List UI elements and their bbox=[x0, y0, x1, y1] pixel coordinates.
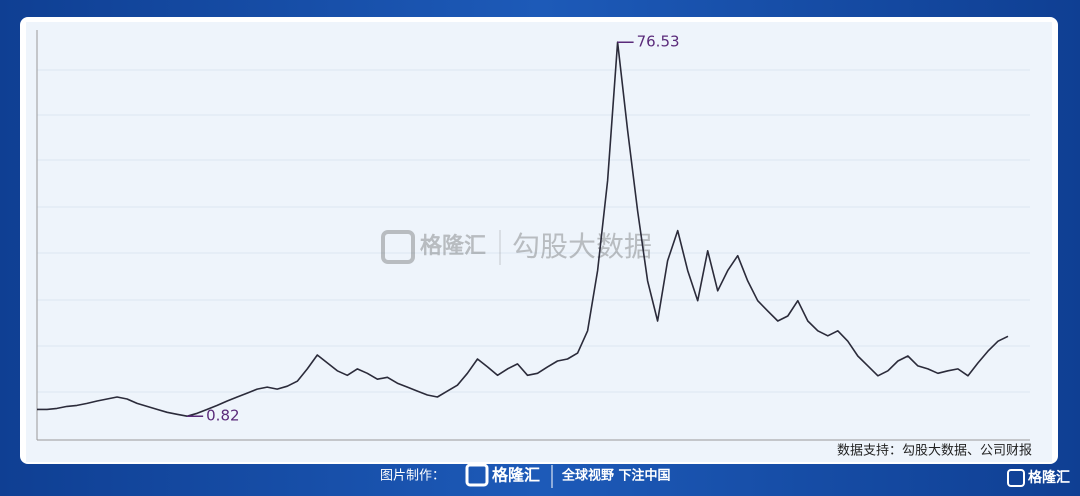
annotation-label: 0.82 bbox=[206, 407, 239, 425]
footer-slogan: 全球视野 下注中国 bbox=[561, 468, 671, 484]
plot-background bbox=[26, 22, 1052, 462]
footer-made-by: 图片制作： bbox=[380, 469, 445, 484]
price-line bbox=[37, 41, 1009, 417]
corner-logo bbox=[1007, 469, 1025, 487]
corner-brand: 格隆汇 bbox=[1028, 469, 1070, 486]
annotation-label: 76.53 bbox=[637, 33, 680, 51]
watermark: 格隆汇 勾股大数据 bbox=[381, 230, 652, 265]
source-note: 数据支持：勾股大数据、公司财报 bbox=[837, 444, 1032, 459]
footer-logo bbox=[465, 463, 489, 487]
watermark-product: 勾股大数据 bbox=[512, 230, 652, 263]
grid bbox=[37, 69, 1030, 393]
footer-brand: 格隆汇 bbox=[492, 466, 540, 485]
watermark-brand: 格隆汇 bbox=[420, 233, 486, 259]
watermark-logo bbox=[381, 230, 415, 264]
